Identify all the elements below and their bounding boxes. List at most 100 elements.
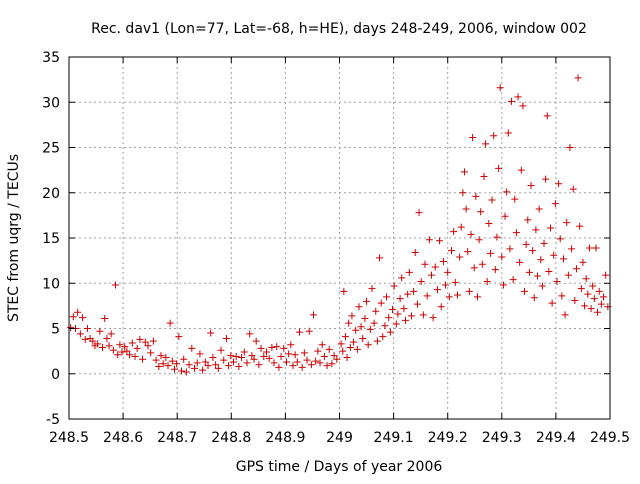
data-point bbox=[459, 189, 467, 197]
data-point bbox=[310, 311, 318, 319]
data-point bbox=[456, 253, 464, 261]
data-point bbox=[419, 311, 427, 319]
data-point bbox=[561, 311, 569, 319]
data-point bbox=[589, 282, 597, 290]
data-point bbox=[383, 293, 391, 301]
data-point bbox=[355, 303, 363, 311]
data-point bbox=[359, 334, 367, 342]
data-point bbox=[350, 338, 358, 346]
data-point bbox=[527, 182, 535, 190]
chart-title: Rec. dav1 (Lon=77, Lat=-68, h=HE), days … bbox=[91, 21, 587, 37]
data-point bbox=[529, 247, 537, 255]
data-point bbox=[437, 303, 445, 311]
data-point bbox=[217, 346, 225, 354]
data-point bbox=[270, 359, 278, 367]
data-point bbox=[532, 226, 540, 234]
data-point bbox=[361, 315, 369, 323]
data-point bbox=[423, 292, 431, 300]
data-point bbox=[473, 293, 481, 301]
data-point bbox=[512, 229, 520, 237]
data-point bbox=[94, 340, 102, 348]
axis-ticks: 248.5 248.6 248.7 248.8 248.9 249 249.1 249.2 24… bbox=[42, 50, 630, 446]
data-point bbox=[600, 293, 608, 301]
x-tick-label: 248.7 bbox=[157, 430, 197, 446]
data-point bbox=[574, 74, 582, 82]
data-point bbox=[170, 365, 178, 373]
data-point bbox=[291, 351, 299, 359]
data-point bbox=[522, 240, 530, 248]
data-point bbox=[373, 337, 381, 345]
data-point bbox=[289, 362, 297, 370]
data-point bbox=[563, 219, 571, 227]
data-point bbox=[232, 353, 240, 361]
data-point bbox=[415, 209, 423, 217]
data-point bbox=[357, 323, 365, 331]
data-point bbox=[498, 253, 506, 261]
data-point bbox=[330, 352, 338, 360]
data-point bbox=[581, 302, 589, 310]
data-point bbox=[550, 251, 558, 259]
y-tick-label: 5 bbox=[51, 322, 60, 338]
data-point bbox=[469, 134, 477, 142]
data-point bbox=[265, 354, 273, 362]
data-point bbox=[364, 341, 372, 349]
data-point bbox=[464, 248, 472, 256]
data-point bbox=[465, 287, 473, 295]
data-point bbox=[372, 307, 380, 315]
data-point bbox=[282, 358, 290, 366]
data-point bbox=[450, 228, 458, 236]
data-point bbox=[396, 295, 404, 303]
data-point bbox=[495, 164, 503, 172]
data-point bbox=[537, 256, 545, 264]
data-point bbox=[519, 102, 527, 110]
data-point bbox=[511, 195, 519, 203]
x-axis-label: GPS time / Days of year 2006 bbox=[236, 459, 443, 475]
data-point bbox=[136, 335, 144, 343]
data-point bbox=[293, 358, 301, 366]
data-point bbox=[558, 292, 566, 300]
data-point bbox=[201, 358, 209, 366]
data-point bbox=[238, 353, 246, 361]
data-point bbox=[298, 363, 306, 371]
data-point bbox=[285, 350, 293, 358]
data-point bbox=[490, 132, 498, 140]
data-point bbox=[472, 192, 480, 200]
data-point bbox=[429, 314, 437, 322]
data-point bbox=[402, 316, 410, 324]
data-point bbox=[212, 361, 220, 369]
data-point bbox=[196, 350, 204, 358]
data-point bbox=[193, 359, 201, 367]
data-point bbox=[67, 324, 75, 332]
data-point bbox=[517, 166, 525, 174]
data-point bbox=[394, 310, 402, 318]
data-point bbox=[508, 97, 516, 105]
data-point bbox=[79, 314, 87, 322]
data-point bbox=[439, 258, 447, 266]
data-point bbox=[222, 334, 230, 342]
data-point bbox=[141, 338, 149, 346]
data-point bbox=[594, 308, 602, 316]
data-point bbox=[180, 355, 188, 363]
data-point bbox=[542, 175, 550, 183]
data-point bbox=[390, 282, 398, 290]
data-point bbox=[389, 305, 397, 313]
data-point bbox=[312, 357, 320, 365]
data-point bbox=[444, 268, 452, 276]
data-point bbox=[159, 360, 167, 368]
data-point bbox=[548, 299, 556, 307]
data-point bbox=[509, 276, 517, 284]
data-point bbox=[248, 352, 256, 360]
data-point bbox=[346, 344, 354, 352]
data-point bbox=[503, 188, 511, 196]
data-point bbox=[107, 330, 115, 338]
y-tick-label: 20 bbox=[42, 186, 60, 202]
data-points bbox=[67, 74, 612, 376]
data-point bbox=[260, 353, 268, 361]
data-point bbox=[460, 168, 468, 176]
data-point bbox=[147, 349, 155, 357]
data-point bbox=[303, 356, 311, 364]
data-point bbox=[118, 348, 126, 356]
data-point bbox=[488, 196, 496, 204]
data-point bbox=[74, 308, 82, 316]
data-point bbox=[366, 325, 374, 333]
